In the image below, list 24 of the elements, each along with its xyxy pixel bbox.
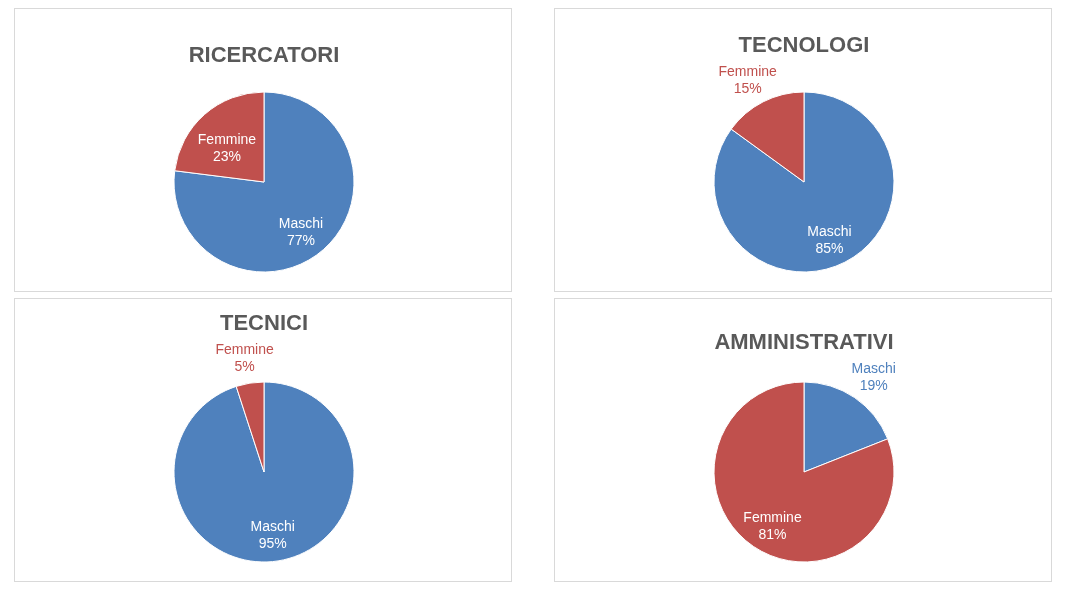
data-label: 23% — [212, 147, 241, 164]
slice-label: Maschi — [278, 215, 324, 232]
slice-label: Femmine — [718, 62, 778, 79]
chart-title: TECNOLOGI — [738, 31, 870, 57]
slice-label: Femmine — [215, 340, 274, 357]
data-label: 15% — [733, 79, 762, 96]
slice-label: Femmine — [743, 509, 802, 526]
data-label: 5% — [234, 357, 255, 374]
slice-label: Maschi — [807, 222, 852, 239]
slice-label: Maschi — [250, 518, 295, 535]
pie-slice — [713, 91, 895, 273]
slice-label: Maschi — [851, 360, 896, 377]
chart-title: RICERCATORI — [188, 42, 340, 67]
pie-slice — [173, 381, 355, 563]
pie-slice — [713, 381, 895, 563]
chart-title: AMMINISTRATIVI — [714, 329, 894, 355]
data-label: 85% — [815, 239, 844, 256]
data-label: 81% — [758, 526, 787, 543]
data-label: 95% — [258, 535, 287, 552]
pie-slice — [173, 91, 355, 273]
data-label: 77% — [287, 232, 316, 249]
slice-label: Femmine — [197, 130, 257, 147]
chart-title: TECNICI — [220, 309, 308, 335]
data-label: 19% — [859, 377, 888, 394]
